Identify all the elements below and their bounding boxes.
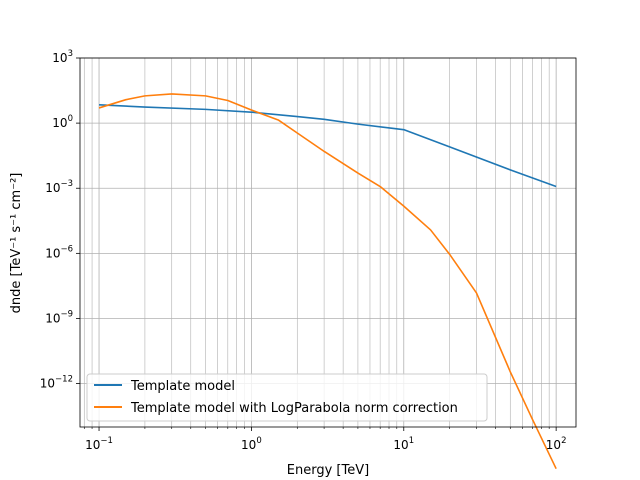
x-tick-label: 101 <box>393 436 414 452</box>
x-tick-label: 100 <box>241 436 262 452</box>
x-tick-label: 102 <box>546 436 567 452</box>
x-axis-label: Energy [TeV] <box>287 463 369 478</box>
legend: Template model Template model with LogPa… <box>86 373 488 422</box>
axes <box>79 57 577 428</box>
y-tick-label: 10−12 <box>40 375 73 391</box>
tick-layer: 10−1 100 101 102 10−12 10−9 10−6 10−3 100 103 <box>40 49 567 452</box>
y-axis-label: dnde [TeV⁻¹ s⁻¹ cm⁻²] <box>9 173 24 314</box>
y-tick-label: 10−9 <box>45 309 73 325</box>
y-tick-label: 10−3 <box>45 179 73 195</box>
series-layer <box>98 93 557 470</box>
x-tick-label: 10−1 <box>85 436 113 452</box>
series-line-1 <box>98 93 557 470</box>
plot-frame <box>79 57 577 428</box>
y-tick-label: 100 <box>52 114 73 130</box>
legend-frame <box>86 373 488 422</box>
legend-label-template-model: Template model <box>130 379 235 394</box>
series-line-0 <box>99 103 557 188</box>
legend-label-logparabola: Template model with LogParabola norm cor… <box>130 401 458 416</box>
y-tick-label: 103 <box>52 49 73 65</box>
grid <box>80 57 576 427</box>
y-tick-label: 10−6 <box>45 244 73 260</box>
